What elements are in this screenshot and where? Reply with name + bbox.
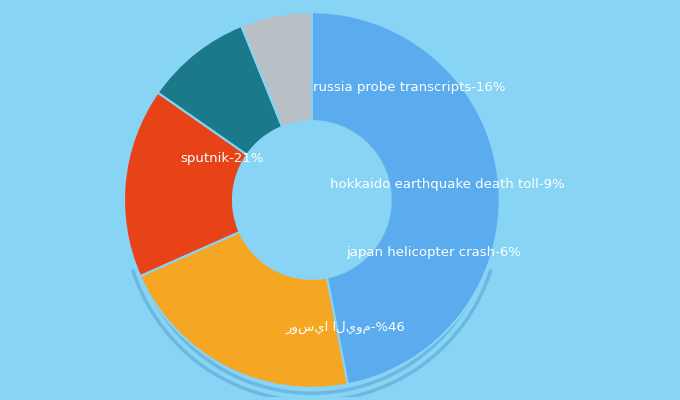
Text: hokkaido earthquake death toll-9%: hokkaido earthquake death toll-9% bbox=[330, 178, 564, 192]
Text: روسيا اليوم-%46: روسيا اليوم-%46 bbox=[286, 321, 405, 334]
Wedge shape bbox=[312, 12, 500, 384]
Wedge shape bbox=[140, 232, 347, 388]
Text: japan helicopter crash-6%: japan helicopter crash-6% bbox=[347, 246, 522, 259]
Wedge shape bbox=[158, 26, 282, 155]
Text: sputnik-21%: sputnik-21% bbox=[180, 152, 263, 165]
Wedge shape bbox=[241, 12, 312, 127]
Wedge shape bbox=[124, 92, 247, 276]
Text: russia probe transcripts-16%: russia probe transcripts-16% bbox=[313, 81, 506, 94]
